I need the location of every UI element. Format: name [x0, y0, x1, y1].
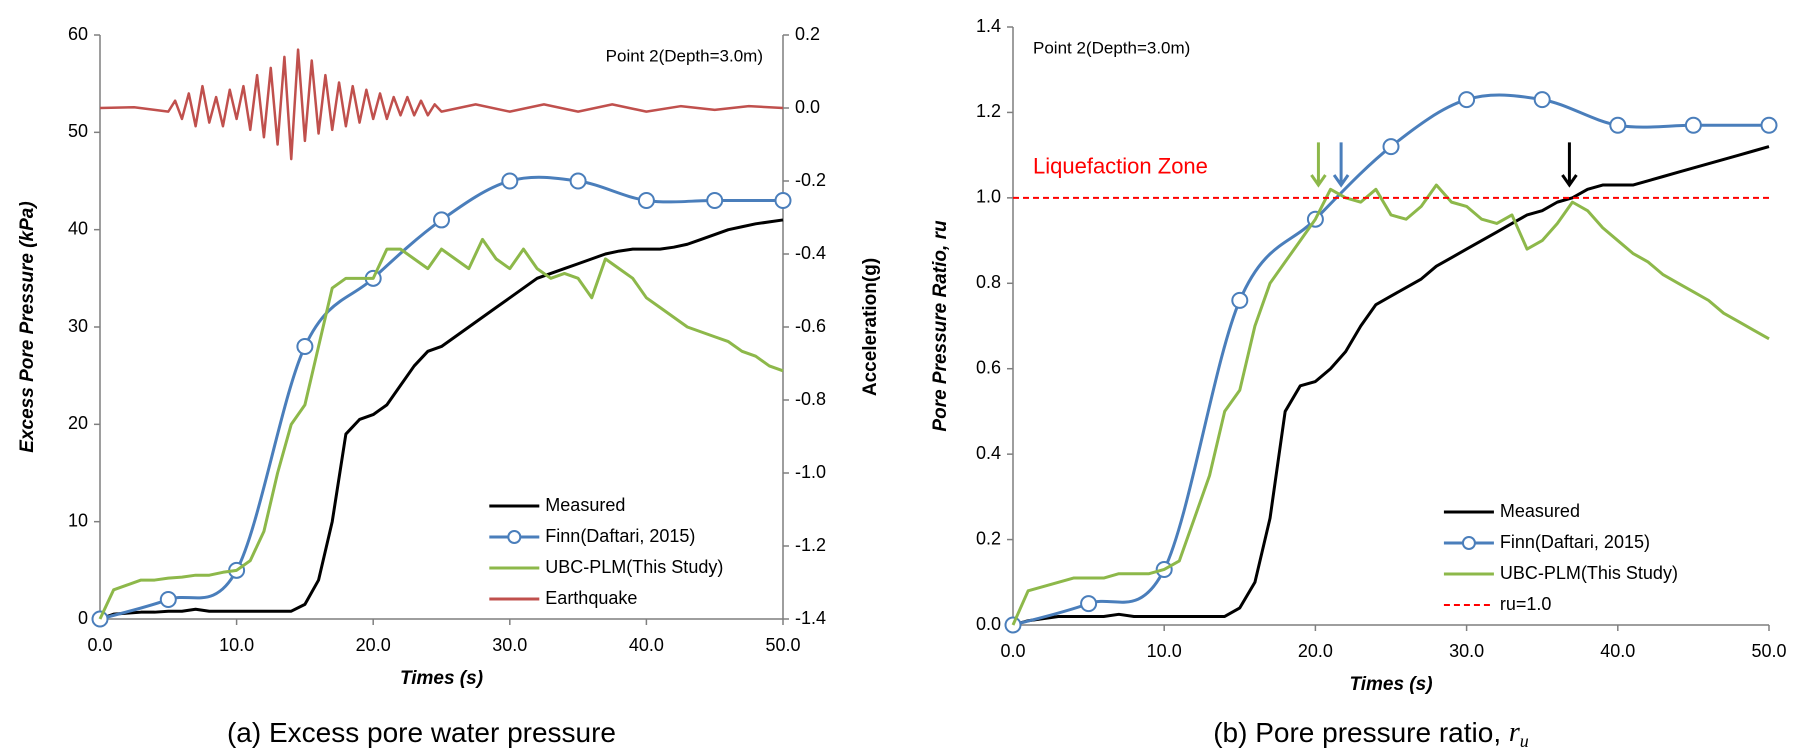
legend-label: Measured	[545, 495, 625, 515]
caption: (a) Excess pore water pressure	[227, 717, 616, 748]
y2-tick-label: -0.2	[795, 170, 826, 190]
x-axis-label: Times (s)	[1349, 674, 1432, 695]
series-marker	[706, 191, 724, 209]
series-marker	[433, 211, 450, 229]
y2-tick-label: -1.2	[795, 535, 826, 555]
series-marker	[501, 172, 519, 190]
legend-label: UBC-PLM(This Study)	[1500, 563, 1678, 583]
annotation: Point 2(Depth=3.0m)	[606, 46, 763, 65]
caption-text: (a) Excess pore water pressure	[227, 717, 616, 748]
series-marker	[1533, 91, 1551, 109]
caption-symbol: r	[1509, 717, 1520, 748]
series-marker	[1684, 116, 1702, 134]
x-axis-label: Times (s)	[400, 668, 483, 689]
legend-label: Finn(Daftari, 2015)	[1500, 532, 1650, 552]
series-line	[1011, 183, 1770, 626]
arrow	[1561, 142, 1578, 188]
arrow	[1310, 142, 1327, 188]
y2-tick-label: -0.6	[795, 316, 826, 336]
legend-marker	[1461, 536, 1476, 550]
y-tick-label: 40	[68, 218, 88, 238]
series-line	[98, 237, 784, 620]
x-tick-label: 30.0	[1449, 641, 1484, 661]
series-marker	[774, 191, 792, 209]
series-marker	[1080, 595, 1098, 613]
y-tick-label: 0.2	[976, 528, 1001, 548]
y-tick-label: 20	[68, 413, 88, 433]
y-tick-label: 10	[68, 510, 88, 530]
y-axis-label: Excess Pore Pressure (kPa)	[17, 201, 38, 452]
y-tick-label: 1.2	[976, 101, 1001, 121]
x-tick-label: 10.0	[1147, 641, 1182, 661]
y-tick-label: 0.6	[976, 357, 1001, 377]
caption-text: (b) Pore pressure ratio,	[1213, 717, 1509, 748]
x-tick-label: 40.0	[1600, 641, 1635, 661]
legend-label: UBC-PLM(This Study)	[545, 557, 723, 577]
series-marker	[159, 591, 177, 609]
legend-marker	[507, 530, 522, 544]
y2-tick-label: -0.8	[795, 389, 826, 409]
series-marker	[569, 172, 587, 190]
y-tick-label: 1.4	[976, 16, 1001, 36]
x-tick-label: 0.0	[1000, 641, 1025, 661]
annotation: Point 2(Depth=3.0m)	[1033, 38, 1190, 57]
series-marker	[637, 191, 655, 209]
y-tick-label: 50	[68, 121, 88, 141]
y2-tick-label: -0.4	[795, 243, 826, 263]
y-axis-label: Pore Pressure Ratio, ru	[930, 220, 951, 432]
series-marker	[296, 337, 314, 355]
series-line	[99, 175, 783, 621]
series-line	[99, 218, 784, 621]
series-marker	[1382, 138, 1400, 156]
legend-label: Measured	[1500, 501, 1580, 521]
y-tick-label: 60	[68, 24, 88, 44]
series-marker	[1231, 291, 1249, 309]
x-tick-label: 10.0	[219, 635, 254, 655]
x-tick-label: 0.0	[87, 635, 112, 655]
caption-subscript: u	[1520, 731, 1529, 751]
arrow	[1332, 142, 1350, 188]
series-line	[1012, 145, 1770, 627]
series-marker	[1760, 116, 1778, 134]
x-tick-label: 50.0	[1751, 641, 1786, 661]
x-tick-label: 50.0	[765, 635, 800, 655]
legend-label: Finn(Daftari, 2015)	[545, 526, 695, 546]
legend-label: ru=1.0	[1500, 594, 1552, 614]
x-tick-label: 20.0	[356, 635, 391, 655]
y-tick-label: 0	[78, 608, 88, 628]
x-tick-label: 40.0	[629, 635, 664, 655]
y-tick-label: 30	[68, 316, 88, 336]
y2-tick-label: 0.0	[795, 97, 820, 117]
y-tick-label: 0.0	[976, 614, 1001, 634]
series-line	[99, 48, 784, 161]
x-tick-label: 30.0	[492, 635, 527, 655]
series-marker	[1458, 91, 1476, 109]
y-tick-label: 0.4	[976, 443, 1001, 463]
x-tick-label: 20.0	[1298, 641, 1333, 661]
legend-label: Earthquake	[545, 588, 637, 608]
y2-tick-label: -1.0	[795, 462, 826, 482]
y-tick-label: 0.8	[976, 272, 1001, 292]
zone-label: Liquefaction Zone	[1033, 154, 1208, 179]
y2-axis-label: Acceleration(g)	[860, 258, 881, 396]
y2-tick-label: 0.2	[795, 24, 820, 44]
caption: (b) Pore pressure ratio, ru	[1213, 717, 1529, 751]
series-marker	[1609, 116, 1627, 134]
y-tick-label: 1.0	[976, 187, 1001, 207]
y2-tick-label: -1.4	[795, 608, 826, 628]
